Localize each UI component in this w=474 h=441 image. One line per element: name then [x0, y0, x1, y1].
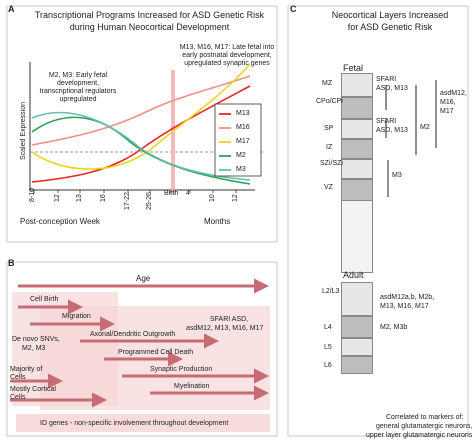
asd-3: M17: [440, 108, 454, 115]
process-arrows: [10, 278, 269, 408]
y-axis-label: Scaled Expression: [20, 102, 27, 160]
label-majority-1: Majority of: [10, 366, 43, 373]
label-cell-birth: Cell Birth: [30, 296, 59, 303]
label-mostly-2: Cells: [10, 394, 26, 401]
tick-17-22: 17-22: [124, 192, 131, 210]
label-migration: Migration: [62, 313, 91, 320]
tick-4: 4: [186, 190, 190, 197]
x-ticks: [33, 190, 237, 193]
layer-mz: [341, 73, 373, 97]
layer-sz: [341, 159, 373, 179]
curve-m17: [31, 63, 251, 170]
label-de-novo-1: De novo SNVs,: [12, 336, 60, 343]
panel-a-title-2: during Human Neocortical Development: [69, 22, 230, 32]
legend-m3: M3: [236, 166, 246, 173]
curve-m3: [31, 111, 251, 181]
adult-annot-1a: asdM12a,b, M2b,: [380, 294, 435, 301]
panel-c-title-2: for ASD Genetic Risk: [347, 22, 433, 32]
curve-m13: [31, 85, 251, 183]
m3-label: M3: [392, 172, 402, 179]
footer-1: Correlated to markers of:: [386, 414, 464, 421]
label-pcd: Programmed Cell Death: [118, 349, 194, 356]
asd-2: M16,: [440, 99, 456, 106]
footer-3: upper layer glutamatergic neurons: [366, 432, 473, 439]
annotation-early: M2, M3: Early fetal development, transcr…: [39, 72, 117, 103]
panel-c-letter: C: [290, 4, 297, 14]
legend-swatches: [219, 113, 231, 171]
label-age: Age: [136, 274, 151, 283]
label-axonal: Axonal/Dendritic Outgrowth: [90, 331, 176, 338]
legend-m16: M16: [236, 124, 250, 131]
panel-b-letter: B: [8, 258, 15, 268]
label-iz: IZ: [326, 144, 333, 151]
x-label-months: Months: [204, 217, 231, 226]
layer-vz: [341, 179, 373, 201]
panel-a-title-1: Transcriptional Programs Increased for A…: [34, 10, 265, 20]
tick-12m: 12: [232, 194, 239, 202]
tick-25-26: 25-26: [146, 192, 153, 210]
adult-annot-1b: M13, M16, M17: [380, 303, 429, 310]
layer-cp: [341, 97, 373, 119]
label-id-genes: ID genes - non-specific involvement thro…: [40, 420, 229, 427]
curve-m16: [31, 75, 251, 146]
legend-m13: M13: [236, 110, 250, 117]
legend-m2: M2: [236, 152, 246, 159]
legend-box: [214, 103, 262, 177]
adult-label: Adult: [343, 270, 364, 280]
sfari-a-1: SFARI: [376, 76, 397, 83]
annotation-late: M13, M16, M17: Late fetal into early pos…: [179, 44, 275, 67]
label-de-novo-2: M2, M3: [22, 345, 46, 352]
layer-l6: [341, 356, 373, 374]
panel-b-border: [6, 261, 278, 437]
layer-iz: [341, 139, 373, 159]
tick-birth: Birth: [164, 190, 179, 197]
x-label-pcw: Post-conception Week: [20, 217, 100, 226]
label-l23: L2/L3: [322, 288, 340, 295]
layer-l4: [341, 316, 373, 338]
asd-1: asdM12,: [440, 90, 467, 97]
layer-l5: [341, 338, 373, 356]
sfari-a-2: ASD, M13: [376, 85, 408, 92]
label-sz: SZi/SZi: [320, 160, 343, 167]
tick-12: 12: [54, 194, 61, 202]
label-sp: SP: [324, 125, 334, 132]
panel-c-title-1: Neocortical Layers Increased: [331, 10, 449, 20]
label-mostly-1: Mostly Cortical: [10, 386, 56, 393]
fetal-brackets: [385, 80, 437, 197]
sfari-b-1: SFARI: [376, 118, 397, 125]
label-l4: L4: [324, 324, 332, 331]
label-synaptic: Synaptic Production: [150, 366, 213, 373]
label-l6: L6: [324, 362, 332, 369]
layer-sp: [341, 119, 373, 139]
curve-m2: [31, 116, 251, 185]
label-majority-2: Cells: [10, 374, 26, 381]
label-mz: MZ: [322, 80, 333, 87]
label-vz: VZ: [324, 184, 333, 191]
legend-m17: M17: [236, 138, 250, 145]
tick-8-10: 8-10: [29, 187, 36, 202]
tick-10: 10: [209, 194, 216, 202]
label-l5: L5: [324, 344, 332, 351]
region-id-genes: [16, 414, 270, 432]
tick-13: 13: [76, 194, 83, 202]
fetal-label: Fetal: [343, 63, 364, 73]
tick-16: 16: [100, 194, 107, 202]
layer-l23: [341, 282, 373, 316]
panel-a-letter: A: [8, 4, 15, 14]
label-sfari-1: SFARI ASD,: [210, 316, 249, 323]
m2-label: M2: [420, 124, 430, 131]
label-myelination: Myelination: [174, 383, 210, 390]
label-sfari-2: asdM12, M13, M16, M17: [186, 325, 264, 332]
footer-2: general glutamatergic neurons,: [376, 423, 473, 430]
panel-c-border: [287, 5, 469, 437]
label-cp: CPo/CPi: [316, 98, 343, 105]
panel-a-border: [6, 5, 278, 243]
sfari-b-2: ASD, M13: [376, 127, 408, 134]
adult-annot-2: M2, M3b: [380, 324, 408, 331]
